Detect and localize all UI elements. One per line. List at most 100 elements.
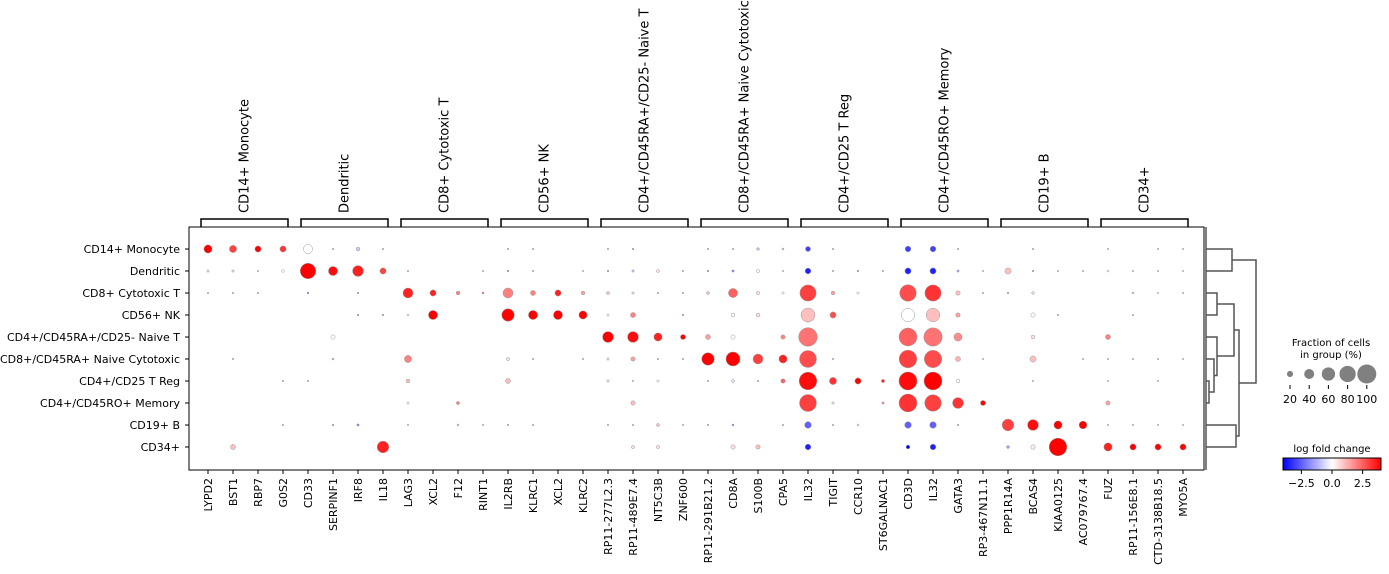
dot — [929, 443, 937, 451]
size-legend-title: in group (%) — [1300, 350, 1362, 361]
dot — [804, 443, 812, 451]
dendrogram-branch — [1232, 259, 1257, 384]
dendrogram-branch — [1206, 292, 1218, 316]
dot — [706, 423, 710, 427]
dot — [728, 288, 738, 298]
dot — [731, 247, 735, 251]
dot — [829, 311, 837, 319]
size-legend-label: 80 — [1341, 393, 1355, 406]
x-tick-label: NT5C3B — [652, 478, 665, 522]
gene-group-bracket — [400, 218, 489, 227]
dot — [1006, 291, 1010, 295]
y-tick-label: CD4+/CD25 T Reg — [79, 375, 180, 388]
x-tick-label: CTD-3138B18.5 — [1152, 478, 1165, 565]
dot — [701, 352, 715, 366]
dot — [531, 247, 535, 251]
dot — [231, 269, 235, 273]
x-tick-label: GATA3 — [952, 478, 965, 514]
dot — [606, 423, 610, 427]
gene-group-label: CD34+ — [1138, 166, 1153, 213]
size-legend-dot — [1286, 370, 1294, 378]
dot — [456, 401, 460, 405]
dot — [530, 290, 536, 296]
colorbar-title: log fold change — [1293, 444, 1370, 455]
x-tick-label: TIGIT — [827, 478, 840, 508]
dot — [781, 269, 785, 273]
dot — [481, 291, 485, 295]
dot — [1030, 312, 1036, 318]
dot — [554, 289, 562, 297]
dot — [656, 445, 660, 449]
x-tick-label: RP3-467N11.1 — [977, 478, 990, 557]
dot — [925, 307, 941, 323]
plot-frame — [188, 226, 1205, 471]
dot — [356, 313, 360, 317]
dot — [904, 267, 912, 275]
dot — [929, 421, 937, 429]
dot — [898, 327, 918, 347]
dot — [1029, 355, 1037, 363]
x-tick-label: IRF8 — [352, 478, 365, 502]
dot — [627, 331, 639, 343]
gene-group-label: CD4+/CD45RO+ Memory — [938, 47, 953, 213]
gene-group-label: CD8+/CD45RA+ Naive Cytotoxic — [738, 0, 753, 213]
dot — [1156, 247, 1160, 251]
dot — [1181, 423, 1185, 427]
dot — [856, 423, 860, 427]
dot — [606, 313, 610, 317]
dot — [406, 401, 410, 405]
dot — [456, 423, 460, 427]
dot — [955, 290, 961, 296]
dot — [355, 246, 361, 252]
dot — [402, 287, 414, 299]
dot — [1027, 419, 1039, 431]
dot — [428, 310, 438, 320]
dot — [730, 312, 736, 318]
x-tick-label: CD8A — [727, 478, 740, 509]
x-tick-label: RP11-291B21.2 — [702, 478, 715, 563]
dot — [831, 247, 835, 251]
gene-group-bracket — [300, 218, 389, 227]
colorbar — [1282, 457, 1382, 471]
dot — [606, 357, 610, 361]
dot — [924, 350, 942, 368]
x-tick-label: KLRC2 — [577, 478, 590, 513]
dot — [230, 444, 236, 450]
dot — [956, 269, 960, 273]
size-legend-label: 60 — [1321, 393, 1335, 406]
dot — [606, 269, 610, 273]
dot — [923, 371, 943, 391]
x-tick-label: AC079767.4 — [1077, 478, 1090, 546]
x-tick-label: BST1 — [227, 478, 240, 506]
y-tick-label: Dendritic — [130, 265, 180, 278]
dot — [631, 445, 635, 449]
dendrogram-branch — [1206, 424, 1237, 448]
x-tick-label: CD3D — [902, 478, 915, 510]
x-tick-label: SERPINF1 — [327, 478, 340, 531]
dot — [956, 247, 960, 251]
dot — [731, 269, 735, 273]
gene-group-bracket — [900, 218, 989, 227]
dot — [752, 353, 764, 365]
x-tick-label: CD33 — [302, 478, 315, 508]
dot — [531, 423, 535, 427]
dot — [901, 308, 915, 322]
dot — [898, 393, 918, 413]
colorbar-tick-label: 2.5 — [1354, 477, 1372, 490]
dot — [955, 356, 961, 362]
dot — [798, 327, 818, 347]
dot — [804, 421, 812, 429]
dot — [730, 444, 736, 450]
dot — [656, 357, 660, 361]
dot — [755, 312, 761, 318]
dot — [553, 310, 563, 320]
dot — [631, 379, 635, 383]
dot — [630, 312, 636, 318]
dot — [631, 269, 635, 273]
x-tick-label: RP11-277L2.3 — [602, 478, 615, 555]
dot — [406, 269, 410, 273]
dot — [898, 349, 918, 369]
gene-group-label: CD19+ B — [1038, 153, 1053, 213]
size-legend-dot — [1357, 364, 1377, 384]
